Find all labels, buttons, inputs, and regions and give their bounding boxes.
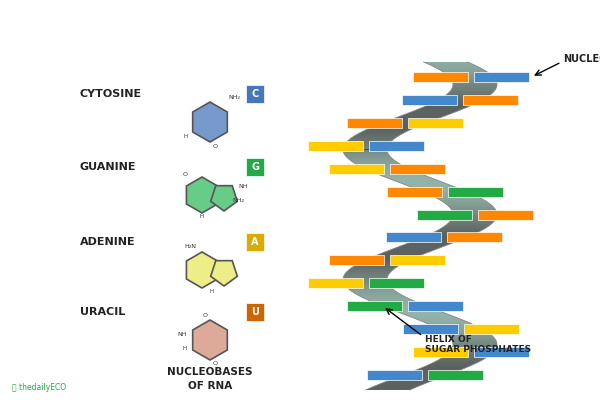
Text: C: C (251, 89, 259, 99)
Bar (308, 278, 363, 288)
Text: G: G (251, 162, 259, 172)
Text: NH: NH (238, 184, 248, 190)
Text: H: H (183, 346, 187, 350)
Bar (413, 347, 469, 357)
Bar (390, 255, 445, 265)
Text: CYTOSINE: CYTOSINE (80, 89, 142, 99)
Text: A: A (251, 237, 259, 247)
Polygon shape (211, 261, 238, 286)
Text: NUCLEOBASES: NUCLEOBASES (167, 367, 253, 377)
Text: 🌿 thedailyECO: 🌿 thedailyECO (12, 382, 66, 392)
Bar (347, 118, 401, 128)
Text: O: O (203, 313, 208, 318)
Bar (308, 141, 363, 151)
Bar (329, 255, 384, 265)
Bar (246, 85, 264, 103)
Bar (246, 233, 264, 251)
Bar (246, 158, 264, 176)
Bar (403, 95, 457, 105)
Text: NUCLEOBASES: NUCLEOBASES (563, 54, 600, 64)
Text: HELIX OF
SUGAR PHOSPHATES: HELIX OF SUGAR PHOSPHATES (425, 334, 531, 354)
Bar (347, 301, 402, 311)
Bar (403, 324, 458, 334)
Text: OF RNA: OF RNA (188, 381, 232, 391)
Text: O: O (212, 361, 218, 366)
Text: U: U (251, 307, 259, 317)
Bar (386, 187, 442, 197)
Polygon shape (187, 177, 218, 213)
Text: ADENINE: ADENINE (80, 237, 136, 247)
Bar (408, 301, 463, 311)
Text: NH₂: NH₂ (228, 95, 240, 100)
Text: NH₂: NH₂ (232, 198, 244, 202)
Text: GUANINE: GUANINE (80, 162, 137, 172)
Bar (369, 278, 424, 288)
Polygon shape (193, 320, 227, 360)
Bar (417, 210, 472, 220)
Text: O: O (212, 144, 218, 149)
Polygon shape (193, 102, 227, 142)
Text: URACIL: URACIL (80, 307, 125, 317)
Text: H: H (184, 134, 188, 140)
Text: STRUCTURE OF RNA: STRUCTURE OF RNA (144, 12, 456, 40)
Bar (246, 303, 264, 321)
Bar (478, 210, 533, 220)
Bar (428, 370, 484, 380)
Text: O: O (182, 172, 187, 177)
Bar (413, 72, 469, 82)
Bar (367, 370, 422, 380)
Polygon shape (211, 186, 238, 211)
Text: H: H (200, 214, 204, 219)
Bar (369, 141, 424, 151)
Text: H: H (210, 289, 214, 294)
Bar (475, 72, 529, 82)
Bar (463, 95, 518, 105)
Bar (448, 232, 502, 242)
Bar (386, 232, 442, 242)
Bar (390, 164, 445, 174)
Bar (475, 347, 529, 357)
Text: NH: NH (178, 332, 187, 338)
Bar (448, 187, 503, 197)
Bar (329, 164, 384, 174)
Text: H₂N: H₂N (184, 244, 196, 249)
Bar (407, 118, 463, 128)
Bar (464, 324, 518, 334)
Polygon shape (187, 252, 218, 288)
